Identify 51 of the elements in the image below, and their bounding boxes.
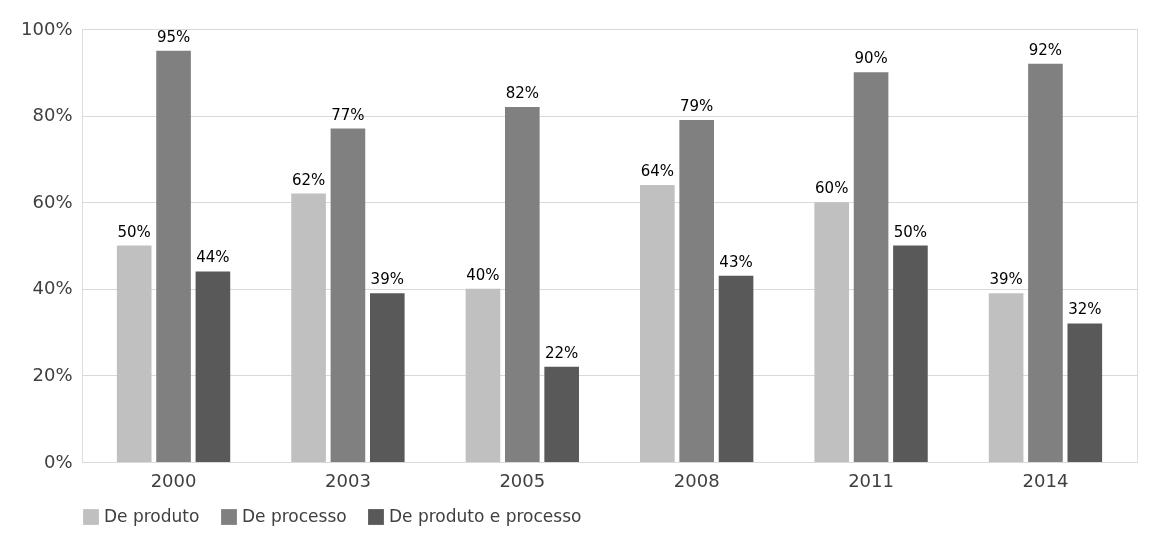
bar bbox=[893, 245, 928, 462]
legend-label: De produto bbox=[104, 506, 200, 526]
bar bbox=[504, 106, 540, 462]
data-label: 32% bbox=[1068, 300, 1102, 319]
bar bbox=[465, 288, 501, 462]
data-label: 95% bbox=[156, 27, 191, 46]
data-label: 39% bbox=[370, 270, 404, 289]
bar bbox=[814, 202, 850, 462]
legend-label: De processo bbox=[242, 506, 347, 526]
bar bbox=[544, 366, 579, 462]
bar bbox=[116, 245, 152, 462]
bar bbox=[156, 50, 191, 462]
bar bbox=[1028, 63, 1063, 462]
bar bbox=[195, 271, 231, 462]
data-label: 82% bbox=[505, 83, 539, 102]
x-tick-label: 2003 bbox=[325, 469, 371, 491]
y-tick-label: 20% bbox=[32, 363, 73, 385]
x-tick-label: 2011 bbox=[848, 469, 894, 491]
y-tick-label: 60% bbox=[32, 190, 73, 212]
x-tick-label: 2000 bbox=[150, 469, 197, 491]
y-tick-label: 80% bbox=[32, 104, 73, 126]
data-label: 40% bbox=[466, 265, 500, 284]
y-tick-label: 40% bbox=[32, 277, 73, 299]
x-tick-label: 2008 bbox=[673, 469, 720, 491]
y-tick-label: 100% bbox=[21, 17, 73, 39]
data-label: 79% bbox=[680, 96, 714, 115]
data-label: 90% bbox=[854, 49, 888, 68]
data-label: 43% bbox=[719, 252, 753, 271]
y-tick-label: 0% bbox=[43, 450, 73, 472]
bar bbox=[853, 72, 889, 462]
data-label: 22% bbox=[544, 343, 579, 362]
bar bbox=[718, 275, 754, 462]
data-label: 44% bbox=[196, 248, 230, 267]
x-tick-label: 2014 bbox=[1022, 469, 1069, 491]
legend-label: De produto e processo bbox=[389, 506, 582, 526]
data-label: 50% bbox=[117, 222, 151, 241]
data-label: 50% bbox=[893, 222, 928, 241]
bar bbox=[369, 293, 405, 462]
bar bbox=[640, 184, 675, 462]
bar bbox=[679, 119, 715, 462]
data-label: 62% bbox=[291, 170, 326, 189]
data-label: 60% bbox=[815, 179, 849, 198]
bar bbox=[988, 293, 1024, 462]
bar bbox=[291, 193, 326, 462]
data-label: 39% bbox=[989, 270, 1023, 289]
data-label: 64% bbox=[640, 161, 675, 180]
data-label: 77% bbox=[331, 105, 365, 124]
bar bbox=[330, 128, 366, 462]
x-tick-label: 2005 bbox=[499, 469, 546, 491]
bar bbox=[1067, 323, 1103, 462]
data-label: 92% bbox=[1028, 40, 1063, 59]
